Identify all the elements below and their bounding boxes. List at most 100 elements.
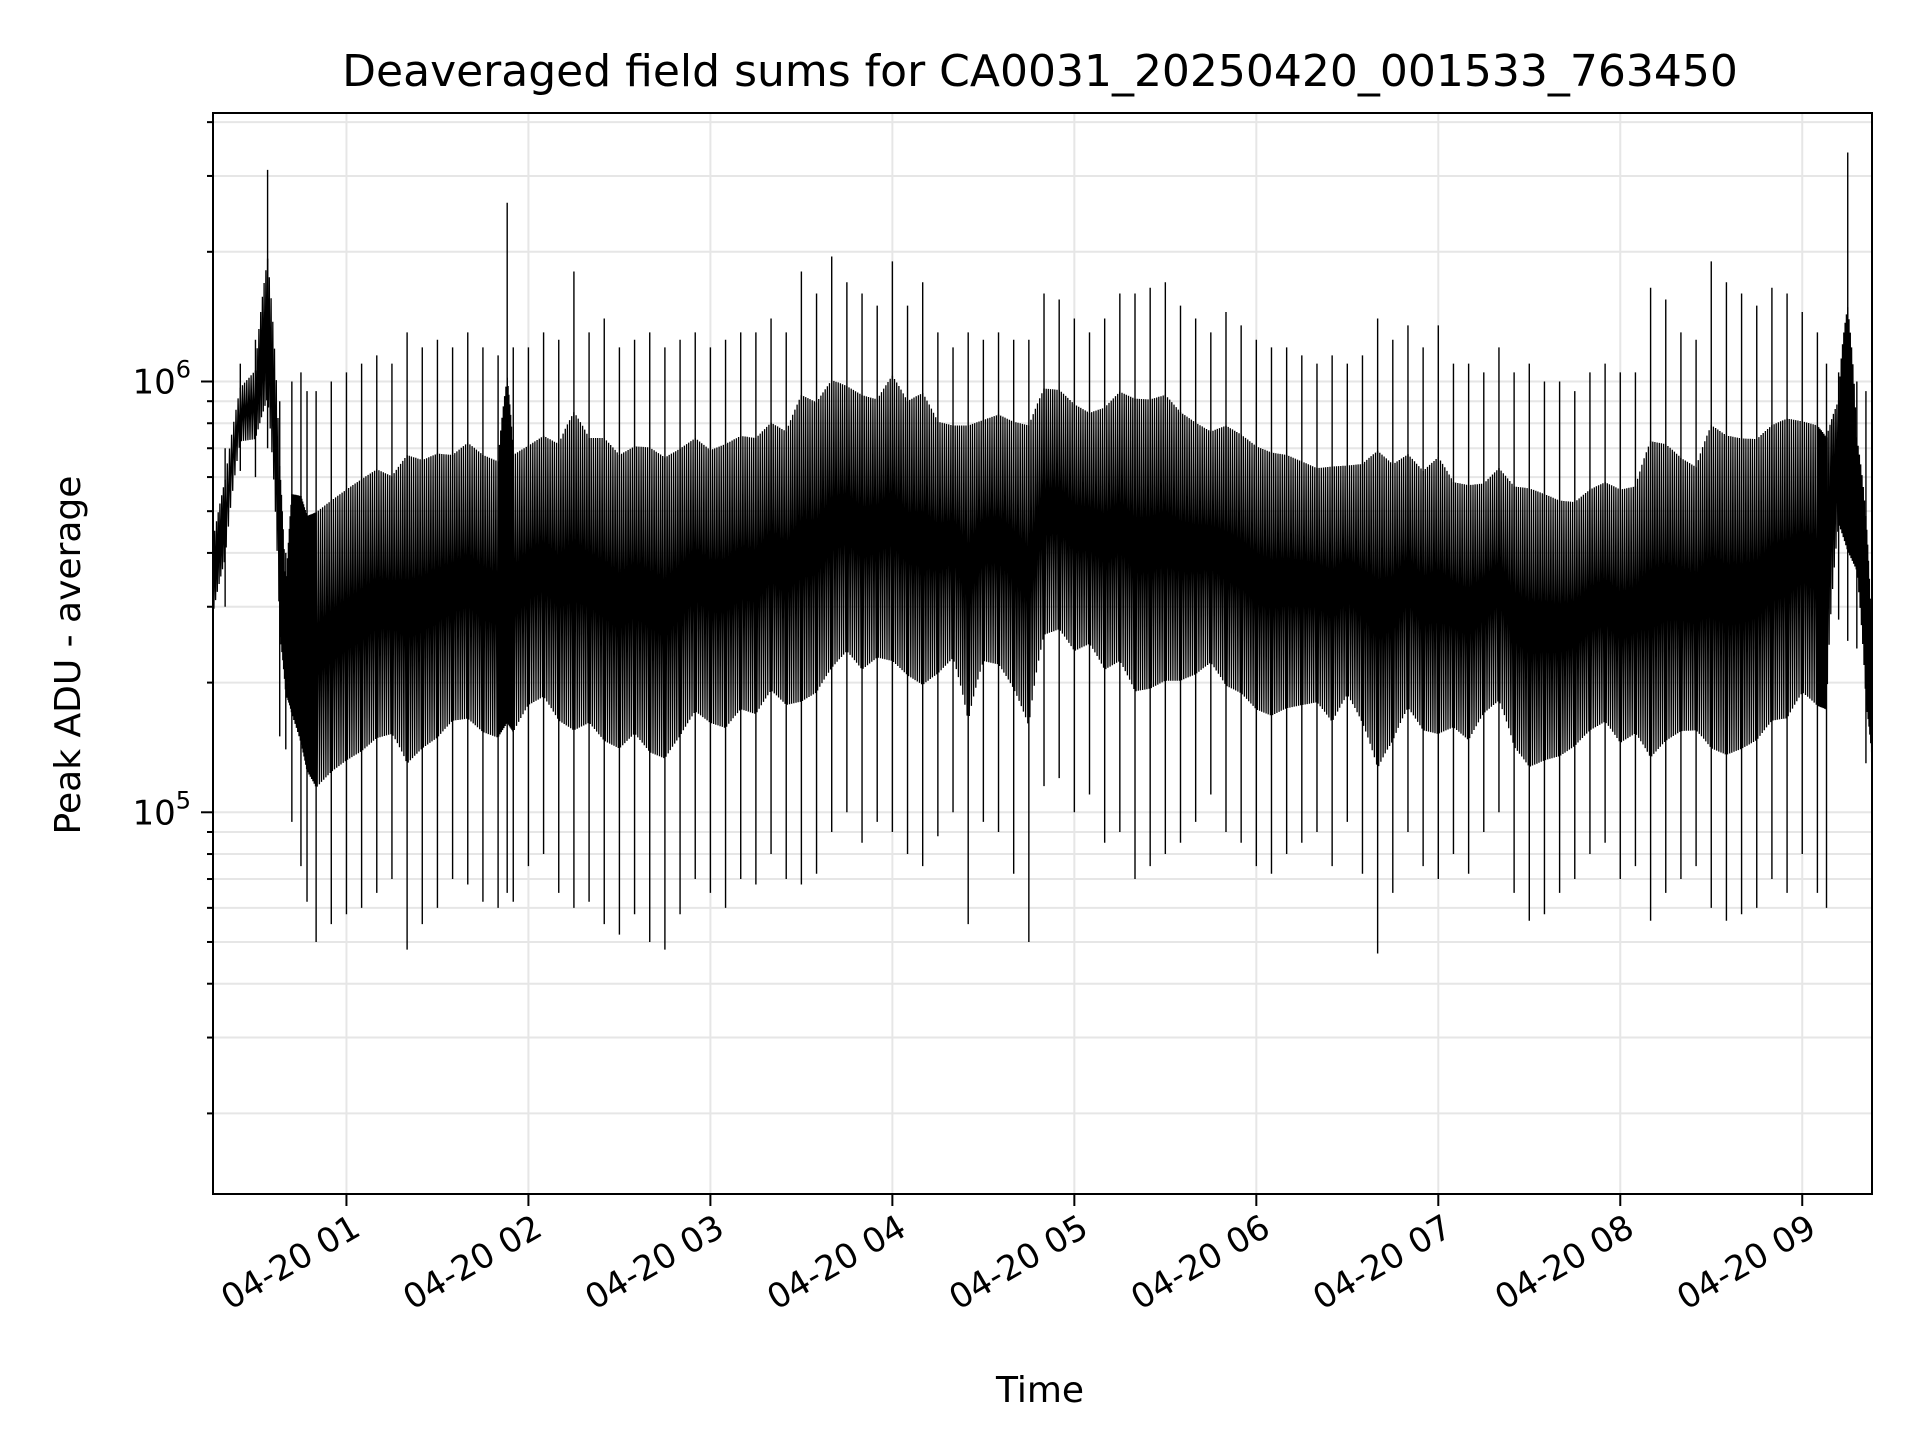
series-line-segment	[1771, 418, 1788, 721]
series-line-segment	[1649, 441, 1667, 757]
series-line-segment	[1195, 422, 1212, 674]
series-line-segment	[1856, 437, 1867, 689]
series-line-segment	[1149, 394, 1166, 689]
series-line-segment	[1558, 500, 1576, 756]
series-line-segment	[1847, 307, 1858, 570]
series-line-segment	[1665, 444, 1682, 741]
series-line-segment	[1825, 400, 1840, 685]
series-line-segment	[906, 392, 924, 685]
y-tick-label: 106	[132, 355, 191, 402]
series-line-segment	[421, 453, 439, 748]
series-line-segment	[436, 453, 454, 737]
series-line-segment	[376, 469, 393, 738]
series-line-segment	[861, 395, 878, 669]
series-line-segment	[1407, 454, 1424, 729]
series-line-segment	[1467, 483, 1485, 739]
series-line-segment	[573, 412, 590, 730]
series-line-segment	[291, 494, 302, 741]
series-line-segment	[1179, 412, 1197, 681]
series-line-segment	[1043, 388, 1060, 635]
series-line-segment	[1498, 468, 1515, 743]
series-line-segment	[1376, 450, 1394, 767]
series-line-segment	[785, 395, 803, 705]
series-line-segment	[1513, 486, 1530, 766]
series-line-segment	[1695, 425, 1712, 747]
series-line-segment	[300, 495, 308, 770]
series-line-segment	[1058, 389, 1075, 650]
series-line-segment	[542, 435, 560, 719]
y-tick-label: 105	[132, 786, 191, 833]
y-axis-ticks: 105 106	[132, 121, 213, 1115]
series-line-segment	[1437, 457, 1455, 734]
data-series	[212, 152, 1873, 954]
series-line-segment	[1240, 434, 1257, 709]
series-line-segment	[937, 421, 954, 673]
series-line-segment	[1331, 465, 1348, 720]
series-line-segment	[740, 435, 757, 714]
series-line-segment	[679, 438, 696, 735]
series-line-segment	[1392, 454, 1409, 739]
series-line-segment	[285, 494, 293, 713]
series-line-segment	[482, 454, 499, 738]
series-line-segment	[1452, 482, 1470, 740]
series-line-segment	[967, 419, 985, 717]
series-line-segment	[1210, 425, 1227, 684]
series-line-segment	[1589, 482, 1606, 730]
series-line-segment	[800, 395, 818, 702]
series-line-segment	[1604, 482, 1621, 742]
series-line-segment	[1837, 307, 1849, 550]
series-line-segment	[815, 380, 833, 691]
series-line-segment	[1801, 421, 1819, 705]
series-line-segment	[1543, 494, 1561, 761]
series-line-segment	[266, 258, 281, 602]
series-line-segment	[558, 412, 575, 730]
series-line-segment	[224, 387, 241, 548]
series-line-segment	[1786, 418, 1803, 717]
series-line-segment	[254, 258, 269, 436]
series-line-segment	[831, 380, 848, 667]
series-line-segment	[451, 442, 469, 721]
x-axis-label: Time	[995, 1370, 1084, 1411]
series-line-segment	[1710, 425, 1728, 755]
series-line-segment	[1619, 486, 1637, 743]
series-line-segment	[1346, 463, 1364, 721]
series-line-segment	[922, 392, 939, 685]
series-line-segment	[952, 425, 969, 716]
series-line-segment	[664, 448, 681, 757]
series-line-segment	[1361, 450, 1379, 765]
series-line-segment	[1422, 457, 1439, 734]
series-line-segment	[694, 438, 712, 723]
series-line-segment	[1119, 391, 1136, 690]
series-line-segment	[315, 500, 332, 787]
series-line-segment	[1013, 421, 1030, 724]
y-axis-label: Peak ADU - average	[48, 476, 89, 835]
series-line-segment	[982, 414, 1000, 665]
series-line-segment	[588, 437, 605, 740]
series-line-segment	[1225, 425, 1242, 693]
series-line-segment	[891, 375, 909, 675]
series-line-segment	[1088, 407, 1106, 668]
series-0	[212, 152, 1873, 954]
series-line-segment	[846, 386, 863, 669]
series-line-segment	[709, 443, 727, 728]
series-line-segment	[1104, 391, 1121, 670]
series-line-segment	[1270, 452, 1288, 716]
series-line-segment	[239, 370, 257, 442]
series-line-segment	[876, 375, 894, 661]
series-line-segment	[506, 377, 514, 732]
series-line-segment	[527, 435, 545, 705]
series-line-segment	[1301, 461, 1318, 705]
series-line-segment	[1725, 435, 1743, 755]
plot-frame	[212, 112, 1873, 1195]
series-line-segment	[755, 422, 772, 713]
chart-title: Deaveraged field sums for CA0031_2025042…	[342, 46, 1738, 97]
series-line-segment	[512, 445, 530, 731]
series-line-segment	[1680, 457, 1697, 732]
series-line-segment	[770, 422, 787, 704]
series-line-segment	[279, 465, 287, 690]
series-line-segment	[1865, 515, 1873, 753]
series-line-segment	[467, 442, 484, 732]
series-line-segment	[1528, 488, 1546, 767]
series-line-segment	[306, 512, 317, 787]
